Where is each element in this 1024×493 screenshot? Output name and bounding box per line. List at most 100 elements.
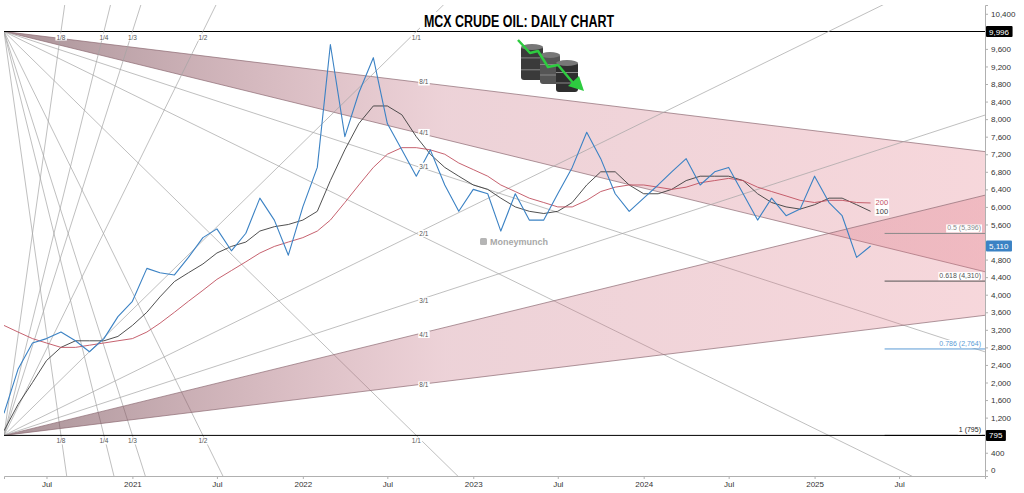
fan-label-group: 8/1 <box>418 381 429 388</box>
y-tick: 2,800 <box>985 343 1012 352</box>
price-line <box>4 45 871 414</box>
x-tick-mark <box>644 476 645 479</box>
title-group: MCX CRUDE OIL: DAILY CHART <box>420 12 618 30</box>
x-tick-mark <box>473 476 474 479</box>
y-tick: 6,800 <box>985 168 1012 177</box>
fan-label: 8/1 <box>419 381 428 388</box>
y-tick-mark <box>985 312 988 313</box>
x-tick: Jul <box>894 476 904 489</box>
y-tick-label: 0 <box>991 466 996 475</box>
label-patch <box>411 34 422 41</box>
x-tick-mark <box>132 476 133 479</box>
y-tick-label: 6,400 <box>991 185 1012 194</box>
labels: 8/14/13/12/11/11/21/31/41/88/14/13/11/11… <box>55 34 982 445</box>
fan-label: 1/4 <box>99 437 108 444</box>
fan-label-group: 1/3 <box>127 437 138 444</box>
x-tick: Jul <box>212 476 222 489</box>
y-tick: 0 <box>985 466 996 475</box>
fan-label: 2/1 <box>419 230 428 237</box>
axis-marker-label: 795 <box>989 431 1003 440</box>
y-tick-mark <box>985 172 988 173</box>
y-tick-label: 8,800 <box>991 80 1012 89</box>
arrow-head <box>568 76 584 91</box>
y-tick-mark <box>985 418 988 419</box>
x-tick-label: 2024 <box>635 480 653 489</box>
y-tick: 1,200 <box>985 414 1012 423</box>
fan-label-group: 3/1 <box>418 163 429 170</box>
y-tick-mark <box>985 49 988 50</box>
y-tick-label: 10,400 <box>991 10 1016 19</box>
series-end-label: 100 <box>876 207 889 216</box>
label-patch <box>418 230 429 237</box>
y-tick-label: 2,400 <box>991 361 1012 370</box>
axis-marker-box <box>986 430 1006 441</box>
y-tick-label: 6,800 <box>991 168 1012 177</box>
y-axis: 04001,2001,6002,0002,4002,8003,2003,6004… <box>985 6 1016 477</box>
fan-line <box>4 32 985 476</box>
label-patch <box>127 34 138 41</box>
fan-label: 1/3 <box>128 34 137 41</box>
fan-label-group: 1/3 <box>127 34 138 41</box>
fib-label-group: 0.618 (4,310) <box>938 272 982 280</box>
label-patch <box>946 224 982 232</box>
fan-label: 4/1 <box>419 331 428 338</box>
y-tick-mark <box>985 347 988 348</box>
fan-label: 1/4 <box>99 34 108 41</box>
fan-label-group: 1/4 <box>98 437 109 444</box>
label-patch <box>98 437 109 444</box>
x-tick-label: Jul <box>212 480 222 489</box>
x-tick-label: 2025 <box>806 480 824 489</box>
fan-line <box>4 115 985 435</box>
barrel-rib <box>521 69 543 70</box>
y-tick-label: 7,600 <box>991 133 1012 142</box>
x-tick-mark <box>387 476 388 479</box>
fib-label-group: 0.786 (2,764) <box>938 340 982 348</box>
label-patch <box>418 297 429 304</box>
x-tick: 2021 <box>124 476 142 489</box>
y-tick-label: 9,200 <box>991 63 1012 72</box>
y-tick: 9,600 <box>985 45 1012 54</box>
watermark-logo <box>480 238 487 245</box>
y-tick: 8,000 <box>985 115 1012 124</box>
fan-label-group: 1/8 <box>55 437 66 444</box>
y-tick-mark <box>985 154 988 155</box>
x-tick-label: Jul <box>42 480 52 489</box>
x-axis-line <box>5 477 986 480</box>
axis-marker: 795 <box>986 430 1006 441</box>
fan-label: 1/8 <box>56 437 65 444</box>
x-tick: Jul <box>724 476 734 489</box>
x-tick: Jul <box>553 476 563 489</box>
y-tick-mark <box>985 295 988 296</box>
fan-label: 1/3 <box>128 437 137 444</box>
y-tick-label: 4,800 <box>991 256 1012 265</box>
fan-line <box>4 5 985 435</box>
x-tick-mark <box>558 476 559 479</box>
x-tick-label: Jul <box>724 480 734 489</box>
fan-label: 8/1 <box>419 78 428 85</box>
series-end-label-group: 100 <box>875 207 890 216</box>
y-tick-label: 4,400 <box>991 273 1012 282</box>
fan-label: 3/1 <box>419 163 428 170</box>
y-tick-mark <box>985 383 988 384</box>
fib-label-group: 0.5 (5,396) <box>946 224 982 232</box>
y-tick-mark <box>985 102 988 103</box>
arrow-line <box>518 40 574 84</box>
fan-line <box>4 32 985 476</box>
y-tick-mark <box>985 119 988 120</box>
x-tick: 2023 <box>465 476 483 489</box>
y-tick-mark <box>985 330 988 331</box>
label-patch <box>418 78 429 85</box>
y-tick: 400 <box>985 449 1005 458</box>
label-patch <box>958 426 982 434</box>
fan-label: 3/1 <box>419 297 428 304</box>
axis-marker: 5,110 <box>986 240 1012 251</box>
level-line <box>4 435 985 436</box>
fib-line <box>885 281 985 282</box>
axis-marker: 9,996 <box>986 26 1013 37</box>
axis-marker-box <box>986 240 1012 251</box>
y-tick-label: 2,000 <box>991 379 1012 388</box>
fan-line <box>4 32 985 476</box>
chart-root: Moneymunch8/14/13/12/11/11/21/31/41/88/1… <box>0 0 1024 493</box>
fan-line <box>4 5 985 435</box>
fan-line <box>4 5 985 435</box>
